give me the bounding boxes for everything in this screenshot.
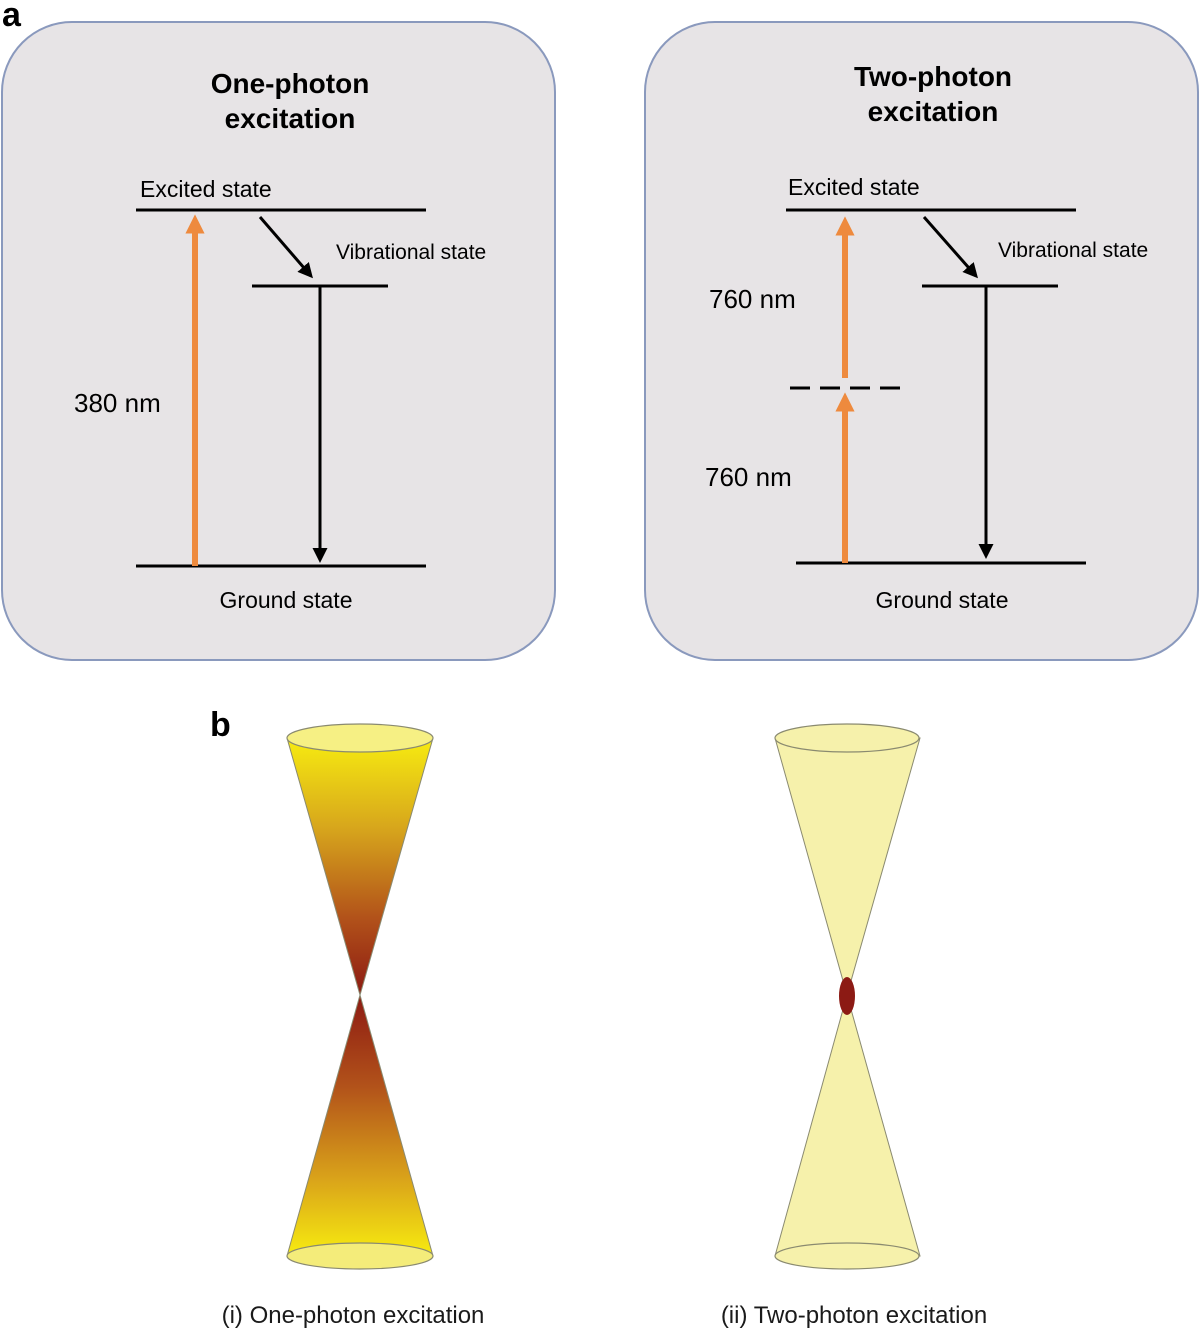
one-photon-wavelength-label: 380 nm bbox=[74, 388, 161, 418]
two-photon-upper-wavelength-label: 760 nm bbox=[709, 284, 796, 314]
one-photon-cone bbox=[286, 723, 434, 1270]
two-photon-cone bbox=[774, 723, 921, 1270]
one-photon-diagram: One-photon excitation Excited state Vibr… bbox=[1, 21, 556, 661]
two-photon-title-line2: excitation bbox=[868, 96, 999, 127]
two-photon-relaxation-arrow bbox=[922, 216, 978, 279]
one-photon-box bbox=[1, 21, 556, 661]
panel-a-letter: a bbox=[2, 0, 22, 34]
two-photon-upper-cone bbox=[774, 737, 921, 997]
one-photon-title-line1: One-photon bbox=[211, 68, 370, 99]
two-photon-box bbox=[644, 21, 1199, 661]
one-photon-lower-cone-base bbox=[286, 1242, 434, 1270]
one-photon-upper-cone bbox=[286, 737, 434, 997]
two-photon-lower-cone-base bbox=[774, 1242, 920, 1270]
one-photon-upper-cone-top bbox=[286, 723, 434, 753]
caption-one-photon: (i) One-photon excitation bbox=[222, 1302, 485, 1329]
two-photon-diagram: Two-photon excitation Excited state Vibr… bbox=[644, 21, 1199, 661]
one-photon-relaxation-arrow bbox=[258, 216, 313, 279]
two-photon-upper-cone-top bbox=[774, 723, 920, 753]
two-photon-focal-spot bbox=[839, 977, 855, 1015]
two-photon-lower-wavelength-label: 760 nm bbox=[705, 462, 792, 492]
one-photon-title-line2: excitation bbox=[225, 103, 356, 134]
two-photon-vibrational-label: Vibrational state bbox=[998, 239, 1148, 262]
two-photon-title-line1: Two-photon bbox=[854, 61, 1012, 92]
two-photon-ground-label: Ground state bbox=[876, 587, 1009, 613]
one-photon-ground-label: Ground state bbox=[220, 587, 353, 613]
two-photon-excited-label: Excited state bbox=[788, 174, 920, 200]
two-photon-lower-cone bbox=[774, 993, 921, 1257]
caption-two-photon: (ii) Two-photon excitation bbox=[721, 1302, 987, 1329]
one-photon-excited-label: Excited state bbox=[140, 176, 272, 202]
one-photon-lower-cone bbox=[286, 993, 434, 1257]
one-photon-vibrational-label: Vibrational state bbox=[336, 241, 486, 264]
panel-b-letter: b bbox=[210, 706, 231, 744]
